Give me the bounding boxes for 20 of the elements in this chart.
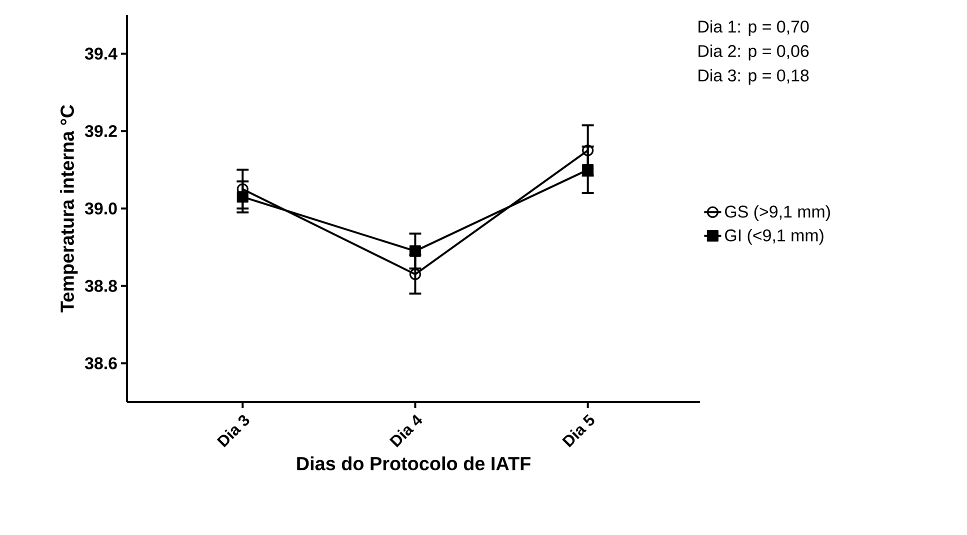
annotation: Dia 3: p = 0,18 [698, 69, 809, 85]
point [236, 191, 248, 203]
legend-label: GS (>9,1 mm) [725, 205, 830, 221]
point [582, 144, 594, 156]
x-tick-label: Dia 4 [389, 414, 422, 448]
annotation: Dia 1: p = 0,70 [698, 20, 809, 36]
y-tick-label: 39.2 [84, 125, 117, 138]
y-tick-label: 38.6 [84, 357, 117, 370]
point [409, 245, 422, 257]
y-tick-label: 39.0 [84, 202, 117, 215]
x-axis-title: Dias do Protocolo de IATF [297, 456, 530, 470]
x-tick-label: Dia 3 [216, 415, 250, 448]
legend-label: GI (<9,1 mm) [725, 228, 824, 245]
annotation: Dia 2: p = 0,06 [698, 44, 809, 60]
point [582, 164, 594, 176]
y-tick-label: 39.4 [84, 48, 118, 60]
y-axis-title: Temperatura interna °C [60, 104, 78, 312]
point [409, 268, 422, 280]
x-tick-label: Dia 5 [562, 414, 594, 448]
y-tick-label: 38.8 [84, 280, 117, 292]
